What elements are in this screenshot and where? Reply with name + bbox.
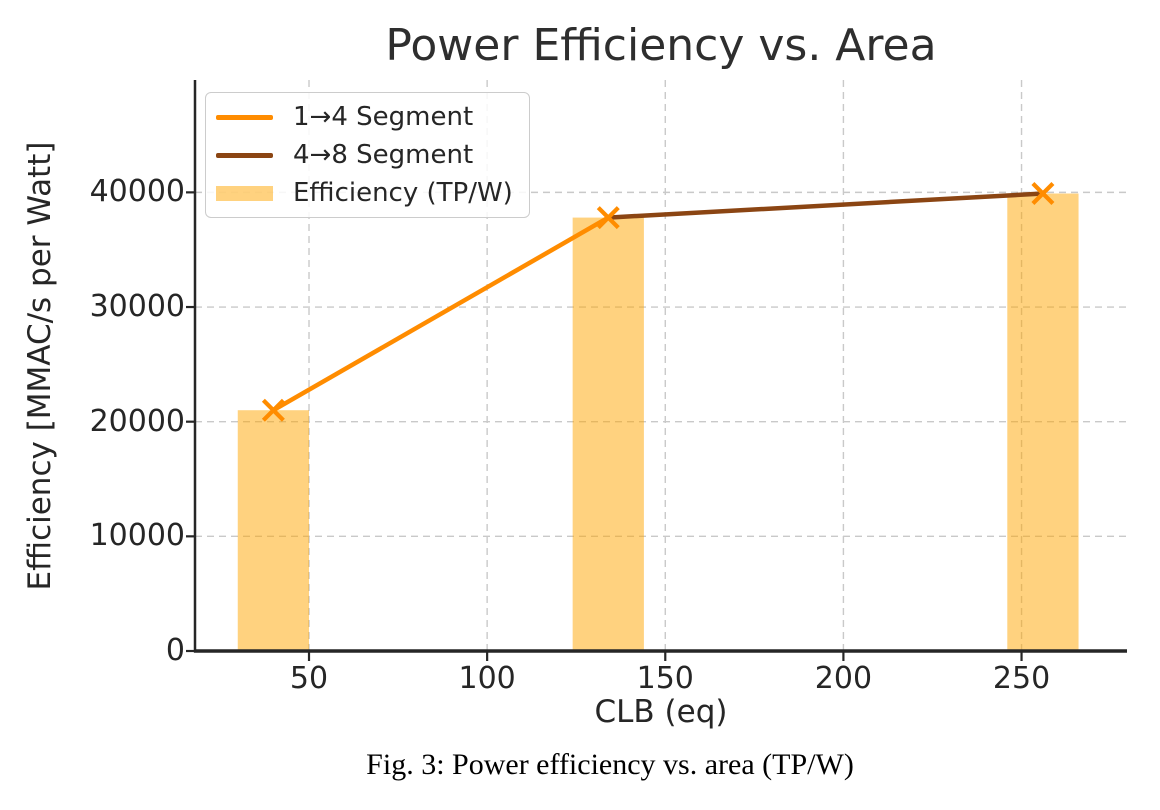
y-tick-label-30000: 30000 [89,289,185,325]
x-marker-3 [1031,182,1055,205]
legend-entry-1: 1→4 Segment [216,98,513,136]
chart-title: Power Efficiency vs. Area [385,20,937,71]
x-tick-label-250: 250 [992,661,1051,696]
efficiency-bar-134 [572,217,644,651]
efficiency-bar-40 [237,410,310,651]
y-tick-label-0: 0 [165,633,185,668]
legend-entry-3: Efficiency (TP/W) [216,174,513,212]
figure-caption: Fig. 3: Power efficiency vs. area (TP/W) [366,748,854,781]
x-tick-label-150: 150 [636,661,694,696]
legend-patch-swatch-3 [216,185,273,201]
legend-line-swatch-1 [216,114,273,120]
x-tick-label-200: 200 [814,661,873,696]
legend-label-3: Efficiency (TP/W) [293,178,513,208]
y-tick-label-20000: 20000 [89,403,185,439]
efficiency-bar-256 [1007,193,1079,651]
x-marker-2 [596,206,620,230]
legend: 1→4 Segment 4→8 Segment Efficiency (TP/W) [205,92,530,218]
x-marker-1 [261,398,285,422]
legend-label-2: 4→8 Segment [293,140,474,170]
x-tick-label-50: 50 [289,661,329,696]
line-series-1 [272,215,610,413]
legend-line-swatch-2 [216,152,273,158]
y-tick-label-40000: 40000 [89,174,185,210]
legend-label-1: 1→4 Segment [293,102,474,132]
x-tick-label-100: 100 [458,661,516,696]
x-axis-label: CLB (eq) [594,694,728,730]
y-tick-label-10000: 10000 [89,518,185,554]
line-series-2 [608,191,1044,220]
legend-entry-2: 4→8 Segment [216,136,513,174]
